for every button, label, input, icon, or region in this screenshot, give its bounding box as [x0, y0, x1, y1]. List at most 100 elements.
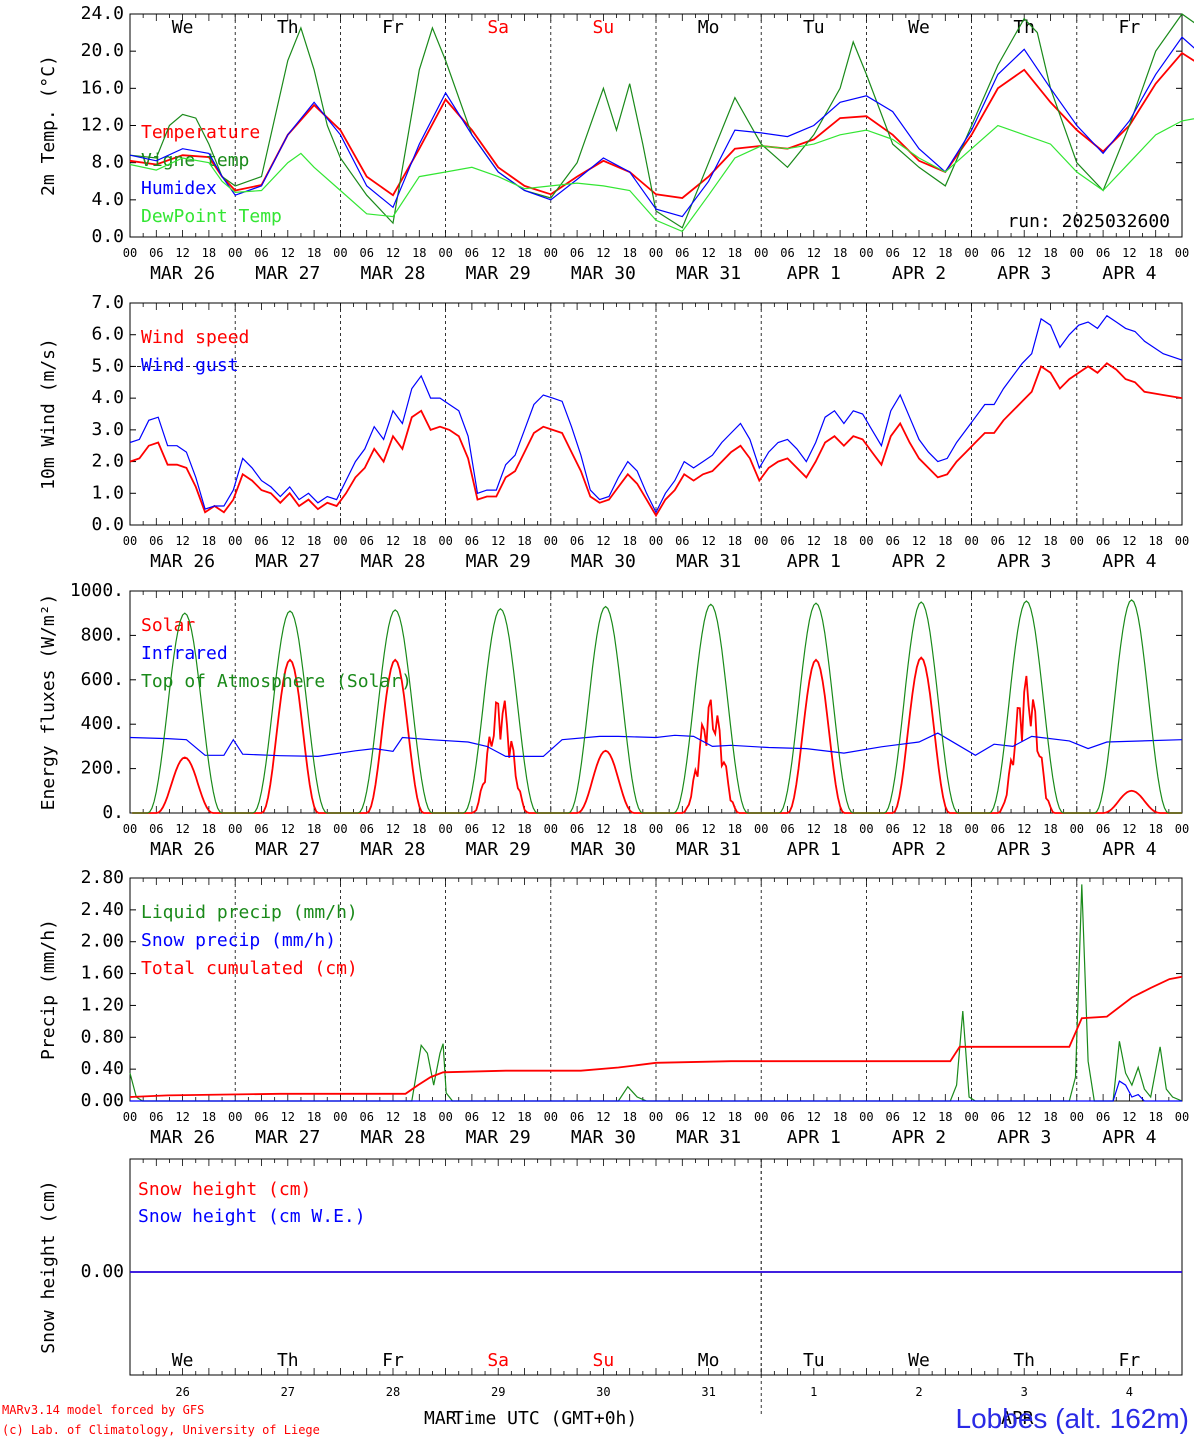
hour-tick-label: 00 [228, 1110, 242, 1124]
date-label: MAR 30 [571, 263, 636, 284]
hour-tick-label: 12 [701, 534, 715, 548]
hour-tick-label: 12 [491, 534, 505, 548]
y-tick-label: 2.40 [81, 899, 124, 920]
hour-tick-label: 12 [1122, 1110, 1136, 1124]
hour-tick-label: 00 [438, 1110, 452, 1124]
hour-tick-label: 00 [649, 246, 663, 260]
chart-panels: 0.04.08.012.016.020.024.02m Temp. (°C)00… [38, 3, 1194, 1415]
date-label: APR 2 [892, 839, 946, 860]
hour-tick-label: 18 [938, 1110, 952, 1124]
hour-tick-label: 06 [1096, 822, 1110, 836]
hour-tick-label: 12 [912, 246, 926, 260]
date-label: MAR 29 [466, 1127, 531, 1148]
series-snow-precip-mm-h- [130, 1080, 1182, 1102]
footer: MARv3.14 model forced by GFS (c) Lab. of… [2, 1403, 1189, 1437]
hour-tick-label: 06 [780, 1110, 794, 1124]
date-label: APR 1 [787, 1127, 841, 1148]
hour-tick-label: 00 [1070, 534, 1084, 548]
y-tick-label: 16.0 [81, 77, 124, 98]
y-axis-label: Precip (mm/h) [38, 919, 59, 1060]
hour-tick-label: 06 [570, 534, 584, 548]
series-liquid-precip-mm-h- [129, 884, 1183, 1102]
hour-tick-label: 06 [149, 246, 163, 260]
y-tick-label: 800. [81, 624, 124, 645]
hour-tick-label: 18 [1148, 246, 1162, 260]
y-tick-label: 1.20 [81, 994, 124, 1015]
y-tick-label: 0.80 [81, 1026, 124, 1047]
legend-entry: DewPoint Temp [141, 206, 282, 227]
series-top-of-atmosphere-solar- [132, 599, 1182, 814]
hour-tick-label: 12 [596, 822, 610, 836]
hour-tick-label: 00 [333, 822, 347, 836]
day-name: We [172, 1350, 194, 1371]
panel-4: 0.00 0.40 0.80 1.20 1.60 2.00 2.40 2.80 Precip (… [38, 867, 1189, 1148]
hour-tick-label: 00 [754, 822, 768, 836]
hour-tick-label: 12 [386, 1110, 400, 1124]
hour-tick-label: 12 [596, 246, 610, 260]
y-tick-label: 1.0 [91, 482, 124, 503]
hour-tick-label: 06 [885, 534, 899, 548]
day-number: 2 [915, 1385, 922, 1399]
run-label: run: 2025032600 [1007, 211, 1170, 232]
panel-2: 0.0 1.0 2.0 3.0 4.0 5.0 6.0 7.0 10m Wind (m/s) 00… [38, 292, 1189, 572]
hour-tick-label: 18 [412, 246, 426, 260]
y-tick-label: 200. [81, 758, 124, 779]
y-tick-label: 1.60 [81, 963, 124, 984]
legend-entry: Humidex [141, 178, 217, 199]
hour-tick-label: 06 [254, 1110, 268, 1124]
hour-tick-label: 00 [649, 534, 663, 548]
y-tick-label: 20.0 [81, 40, 124, 61]
hour-tick-label: 12 [807, 534, 821, 548]
hour-tick-label: 18 [307, 534, 321, 548]
hour-tick-label: 06 [780, 534, 794, 548]
hour-tick-label: 18 [622, 534, 636, 548]
legend-entry: Solar [141, 615, 195, 636]
hour-tick-label: 00 [859, 246, 873, 260]
hour-tick-label: 18 [307, 246, 321, 260]
hour-tick-label: 00 [1070, 246, 1084, 260]
hour-tick-label: 06 [465, 1110, 479, 1124]
y-tick-label: 6.0 [91, 324, 124, 345]
date-label: MAR 26 [150, 839, 215, 860]
hour-tick-label: 00 [964, 246, 978, 260]
hour-tick-label: 12 [175, 246, 189, 260]
hour-tick-label: 06 [1096, 1110, 1110, 1124]
panel-frame [129, 13, 1183, 238]
y-tick-label: 5.0 [91, 355, 124, 376]
hour-tick-label: 18 [728, 246, 742, 260]
footer-lab: (c) Lab. of Climatology, University of L… [2, 1423, 320, 1437]
date-label: APR 2 [892, 1127, 946, 1148]
hour-tick-label: 18 [1043, 534, 1057, 548]
day-name: Fr [382, 17, 404, 38]
hour-tick-label: 12 [807, 246, 821, 260]
day-number: 28 [386, 1385, 400, 1399]
hour-tick-label: 12 [807, 822, 821, 836]
y-tick-label: 7.0 [91, 292, 124, 313]
hour-tick-label: 00 [544, 822, 558, 836]
hour-tick-label: 06 [359, 1110, 373, 1124]
hour-tick-label: 18 [202, 246, 216, 260]
date-label: MAR 31 [676, 263, 741, 284]
legend-entry: Snow precip (mm/h) [141, 930, 336, 951]
hour-tick-label: 00 [544, 534, 558, 548]
hour-tick-label: 00 [859, 822, 873, 836]
hour-tick-label: 00 [1070, 822, 1084, 836]
hour-tick-label: 18 [938, 246, 952, 260]
hour-tick-label: 06 [570, 246, 584, 260]
hour-tick-label: 00 [544, 1110, 558, 1124]
series-temperature [129, 51, 1194, 199]
hour-tick-label: 12 [1017, 822, 1031, 836]
hour-tick-label: 00 [1070, 1110, 1084, 1124]
hour-tick-label: 00 [754, 1110, 768, 1124]
hour-tick-label: 12 [1017, 1110, 1031, 1124]
date-label: MAR 31 [676, 551, 741, 572]
day-name: Tu [803, 17, 825, 38]
hour-tick-label: 18 [833, 1110, 847, 1124]
date-label: MAR 29 [466, 263, 531, 284]
hour-tick-label: 18 [833, 534, 847, 548]
hour-tick-label: 06 [675, 1110, 689, 1124]
hour-tick-label: 18 [202, 1110, 216, 1124]
legend-entry: Snow height (cm) [138, 1179, 311, 1200]
hour-tick-label: 06 [465, 822, 479, 836]
hour-tick-label: 00 [123, 246, 137, 260]
